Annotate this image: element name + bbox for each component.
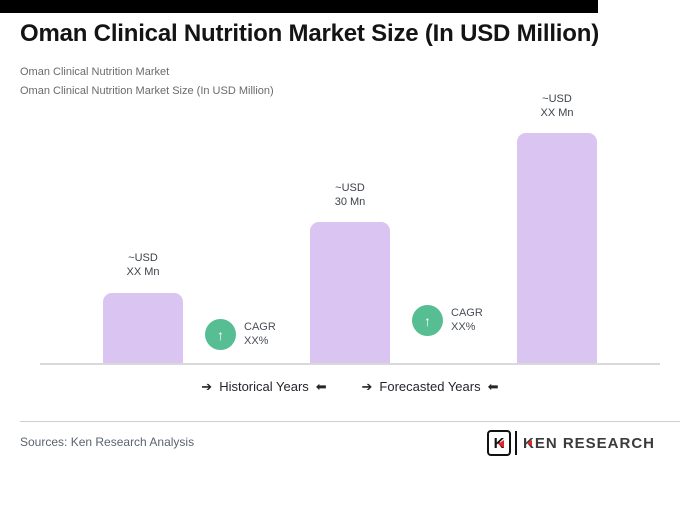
left-arrow-icon: ⬅	[315, 379, 327, 394]
ken-research-logo-text: KEN RESEARCH	[523, 435, 655, 452]
cagr-badge-1: ↑	[205, 319, 236, 350]
bar-value-label-3-line1: ~USD	[542, 93, 572, 105]
bar-value-label-3-line2: XX Mn	[540, 107, 574, 119]
right-arrow-icon: ➔	[201, 379, 213, 394]
cagr-value-2: XX%	[451, 321, 476, 333]
bar-value-label-1: ~USD XX Mn	[103, 251, 183, 279]
up-arrow-icon: ↑	[424, 312, 431, 329]
chart-subtitle: Oman Clinical Nutrition Market Size (In …	[20, 85, 274, 97]
axis-label-forecasted-text: Forecasted Years	[379, 379, 481, 394]
bar-value-label-2: ~USD 30 Mn	[310, 181, 390, 209]
page-title: Oman Clinical Nutrition Market Size (In …	[20, 20, 599, 47]
logo-separator	[515, 431, 517, 455]
axis-label-historical: ➔ Historical Years ⬅	[154, 379, 374, 395]
cagr-text-1: CAGR XX%	[244, 320, 276, 348]
bar-value-label-2-line2: 30 Mn	[334, 196, 366, 208]
bar-value-label-1-line2: XX Mn	[126, 266, 160, 278]
chart-kicker: Oman Clinical Nutrition Market	[20, 66, 170, 78]
bar-historical-2	[310, 222, 390, 364]
red-triangle-icon	[498, 440, 504, 448]
cagr-label-2: CAGR	[451, 307, 483, 319]
right-arrow-icon: ➔	[361, 379, 373, 394]
cagr-text-2: CAGR XX%	[451, 306, 483, 334]
left-arrow-icon: ⬅	[487, 379, 499, 394]
cagr-badge-2: ↑	[412, 305, 443, 336]
footer-divider	[20, 421, 680, 422]
sources-text: Sources: Ken Research Analysis	[20, 435, 195, 449]
bar-historical-1	[103, 293, 183, 364]
cagr-value-1: XX%	[244, 335, 269, 347]
axis-label-historical-text: Historical Years	[219, 379, 309, 394]
axis-label-forecasted: ➔ Forecasted Years ⬅	[320, 379, 540, 395]
bar-value-label-2-line1: ~USD	[335, 182, 365, 194]
chart-baseline	[40, 363, 660, 365]
bar-forecast	[517, 133, 597, 364]
bar-value-label-3: ~USD XX Mn	[517, 92, 597, 120]
bar-value-label-1-line1: ~USD	[128, 252, 158, 264]
cagr-label-1: CAGR	[244, 321, 276, 333]
logo-wordmark: KEN RESEARCH	[523, 434, 656, 452]
ken-research-logo: K KEN RESEARCH	[487, 430, 655, 456]
top-accent-bar	[0, 0, 598, 13]
up-arrow-icon: ↑	[217, 326, 224, 343]
red-triangle-icon	[527, 439, 532, 446]
ken-research-logo-icon: K	[487, 430, 511, 456]
